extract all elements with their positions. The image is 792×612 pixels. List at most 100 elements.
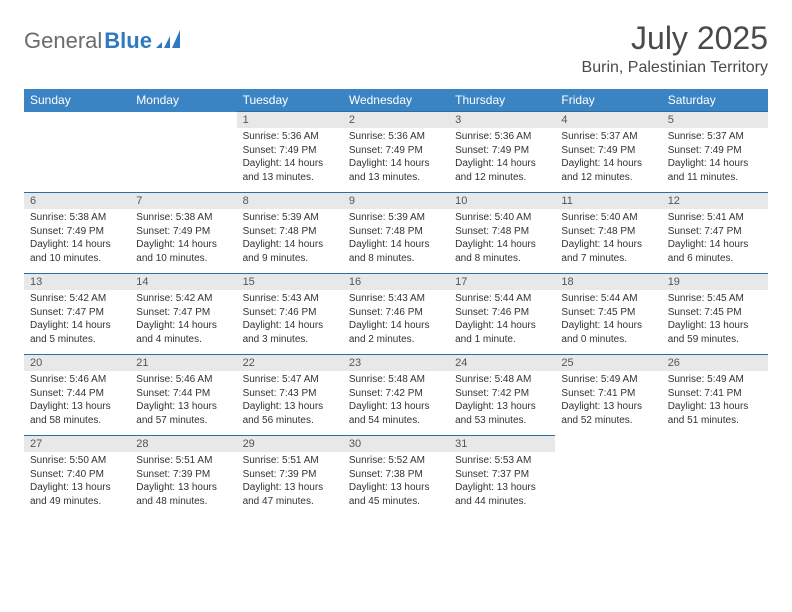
day-number-cell [662, 436, 768, 453]
sunrise-line: Sunrise: 5:44 AM [561, 292, 655, 306]
day-num-row: 2728293031 [24, 436, 768, 453]
logo-text-general: General [24, 28, 102, 54]
daylight-line: Daylight: 13 hours and 48 minutes. [136, 481, 230, 508]
sunrise-line: Sunrise: 5:37 AM [668, 130, 762, 144]
sunrise-line: Sunrise: 5:45 AM [668, 292, 762, 306]
sunset-line: Sunset: 7:39 PM [243, 468, 337, 482]
day-detail-cell: Sunrise: 5:45 AMSunset: 7:45 PMDaylight:… [662, 290, 768, 355]
day-number-cell: 22 [237, 355, 343, 372]
day-number-cell [24, 112, 130, 129]
location: Burin, Palestinian Territory [582, 59, 768, 77]
day-detail-cell: Sunrise: 5:53 AMSunset: 7:37 PMDaylight:… [449, 452, 555, 516]
day-detail-cell: Sunrise: 5:38 AMSunset: 7:49 PMDaylight:… [24, 209, 130, 274]
sunset-line: Sunset: 7:47 PM [30, 306, 124, 320]
day-detail-cell: Sunrise: 5:39 AMSunset: 7:48 PMDaylight:… [343, 209, 449, 274]
sunset-line: Sunset: 7:49 PM [349, 144, 443, 158]
day-num-row: 20212223242526 [24, 355, 768, 372]
day-num-row: 6789101112 [24, 193, 768, 210]
dayhdr-mon: Monday [130, 89, 236, 112]
daylight-line: Daylight: 14 hours and 9 minutes. [243, 238, 337, 265]
dayhdr-sat: Saturday [662, 89, 768, 112]
sunrise-line: Sunrise: 5:40 AM [455, 211, 549, 225]
day-number-cell: 7 [130, 193, 236, 210]
sunrise-line: Sunrise: 5:38 AM [136, 211, 230, 225]
dayhdr-fri: Friday [555, 89, 661, 112]
day-number-cell [555, 436, 661, 453]
sunset-line: Sunset: 7:47 PM [136, 306, 230, 320]
sunrise-line: Sunrise: 5:46 AM [136, 373, 230, 387]
day-header-row: Sunday Monday Tuesday Wednesday Thursday… [24, 89, 768, 112]
sunset-line: Sunset: 7:41 PM [561, 387, 655, 401]
sunset-line: Sunset: 7:45 PM [561, 306, 655, 320]
sunrise-line: Sunrise: 5:47 AM [243, 373, 337, 387]
day-detail-cell: Sunrise: 5:40 AMSunset: 7:48 PMDaylight:… [449, 209, 555, 274]
day-detail-cell: Sunrise: 5:48 AMSunset: 7:42 PMDaylight:… [343, 371, 449, 436]
daylight-line: Daylight: 13 hours and 45 minutes. [349, 481, 443, 508]
sunrise-line: Sunrise: 5:38 AM [30, 211, 124, 225]
sunset-line: Sunset: 7:48 PM [455, 225, 549, 239]
day-detail-cell: Sunrise: 5:49 AMSunset: 7:41 PMDaylight:… [662, 371, 768, 436]
sunrise-line: Sunrise: 5:51 AM [136, 454, 230, 468]
day-detail-cell: Sunrise: 5:38 AMSunset: 7:49 PMDaylight:… [130, 209, 236, 274]
sunrise-line: Sunrise: 5:43 AM [243, 292, 337, 306]
daylight-line: Daylight: 13 hours and 51 minutes. [668, 400, 762, 427]
daylight-line: Daylight: 13 hours and 56 minutes. [243, 400, 337, 427]
logo-text-blue: Blue [104, 28, 152, 54]
month-title: July 2025 [582, 20, 768, 57]
sunset-line: Sunset: 7:49 PM [668, 144, 762, 158]
sunset-line: Sunset: 7:49 PM [455, 144, 549, 158]
sunset-line: Sunset: 7:49 PM [243, 144, 337, 158]
day-detail-cell: Sunrise: 5:37 AMSunset: 7:49 PMDaylight:… [555, 128, 661, 193]
daylight-line: Daylight: 14 hours and 8 minutes. [455, 238, 549, 265]
day-number-cell: 26 [662, 355, 768, 372]
day-detail-cell: Sunrise: 5:42 AMSunset: 7:47 PMDaylight:… [24, 290, 130, 355]
daylight-line: Daylight: 13 hours and 54 minutes. [349, 400, 443, 427]
sunrise-line: Sunrise: 5:36 AM [455, 130, 549, 144]
sunset-line: Sunset: 7:46 PM [455, 306, 549, 320]
sunrise-line: Sunrise: 5:36 AM [243, 130, 337, 144]
sunrise-line: Sunrise: 5:48 AM [349, 373, 443, 387]
day-number-cell: 6 [24, 193, 130, 210]
sunset-line: Sunset: 7:41 PM [668, 387, 762, 401]
sunrise-line: Sunrise: 5:51 AM [243, 454, 337, 468]
day-detail-cell: Sunrise: 5:49 AMSunset: 7:41 PMDaylight:… [555, 371, 661, 436]
daylight-line: Daylight: 13 hours and 47 minutes. [243, 481, 337, 508]
day-detail-cell: Sunrise: 5:44 AMSunset: 7:45 PMDaylight:… [555, 290, 661, 355]
day-detail-cell: Sunrise: 5:43 AMSunset: 7:46 PMDaylight:… [237, 290, 343, 355]
sunrise-line: Sunrise: 5:49 AM [668, 373, 762, 387]
day-number-cell: 20 [24, 355, 130, 372]
dayhdr-thu: Thursday [449, 89, 555, 112]
sunrise-line: Sunrise: 5:41 AM [668, 211, 762, 225]
day-num-row: 12345 [24, 112, 768, 129]
day-detail-cell [130, 128, 236, 193]
day-detail-row: Sunrise: 5:50 AMSunset: 7:40 PMDaylight:… [24, 452, 768, 516]
day-detail-cell: Sunrise: 5:39 AMSunset: 7:48 PMDaylight:… [237, 209, 343, 274]
day-detail-cell [555, 452, 661, 516]
sunset-line: Sunset: 7:45 PM [668, 306, 762, 320]
daylight-line: Daylight: 14 hours and 11 minutes. [668, 157, 762, 184]
day-detail-cell: Sunrise: 5:50 AMSunset: 7:40 PMDaylight:… [24, 452, 130, 516]
sunrise-line: Sunrise: 5:42 AM [136, 292, 230, 306]
sunset-line: Sunset: 7:48 PM [243, 225, 337, 239]
day-detail-cell: Sunrise: 5:47 AMSunset: 7:43 PMDaylight:… [237, 371, 343, 436]
sunset-line: Sunset: 7:49 PM [30, 225, 124, 239]
sunset-line: Sunset: 7:44 PM [30, 387, 124, 401]
day-detail-row: Sunrise: 5:38 AMSunset: 7:49 PMDaylight:… [24, 209, 768, 274]
day-detail-cell: Sunrise: 5:36 AMSunset: 7:49 PMDaylight:… [449, 128, 555, 193]
day-detail-cell: Sunrise: 5:48 AMSunset: 7:42 PMDaylight:… [449, 371, 555, 436]
logo-bars-icon [156, 30, 182, 53]
sunrise-line: Sunrise: 5:48 AM [455, 373, 549, 387]
daylight-line: Daylight: 13 hours and 57 minutes. [136, 400, 230, 427]
day-detail-cell: Sunrise: 5:46 AMSunset: 7:44 PMDaylight:… [24, 371, 130, 436]
daylight-line: Daylight: 14 hours and 13 minutes. [349, 157, 443, 184]
daylight-line: Daylight: 13 hours and 53 minutes. [455, 400, 549, 427]
day-number-cell: 18 [555, 274, 661, 291]
day-detail-cell [662, 452, 768, 516]
daylight-line: Daylight: 14 hours and 10 minutes. [136, 238, 230, 265]
sunrise-line: Sunrise: 5:49 AM [561, 373, 655, 387]
sunrise-line: Sunrise: 5:37 AM [561, 130, 655, 144]
daylight-line: Daylight: 14 hours and 1 minute. [455, 319, 549, 346]
day-number-cell: 30 [343, 436, 449, 453]
day-detail-cell: Sunrise: 5:43 AMSunset: 7:46 PMDaylight:… [343, 290, 449, 355]
daylight-line: Daylight: 13 hours and 49 minutes. [30, 481, 124, 508]
